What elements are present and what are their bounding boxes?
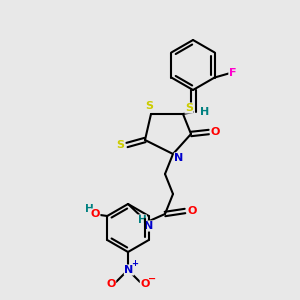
Text: O: O xyxy=(140,279,150,289)
Text: H: H xyxy=(200,107,210,117)
Text: O: O xyxy=(187,206,197,216)
Text: +: + xyxy=(131,260,139,268)
Text: S: S xyxy=(116,140,124,150)
Text: O: O xyxy=(106,279,116,289)
Text: S: S xyxy=(145,101,153,111)
Text: N: N xyxy=(124,265,134,275)
Text: −: − xyxy=(148,274,156,284)
Text: O: O xyxy=(210,127,220,137)
Text: H: H xyxy=(138,215,146,225)
Text: F: F xyxy=(229,68,236,77)
Text: N: N xyxy=(174,153,184,163)
Text: H: H xyxy=(85,204,94,214)
Text: S: S xyxy=(185,103,193,113)
Text: N: N xyxy=(144,221,154,231)
Text: O: O xyxy=(91,209,100,219)
